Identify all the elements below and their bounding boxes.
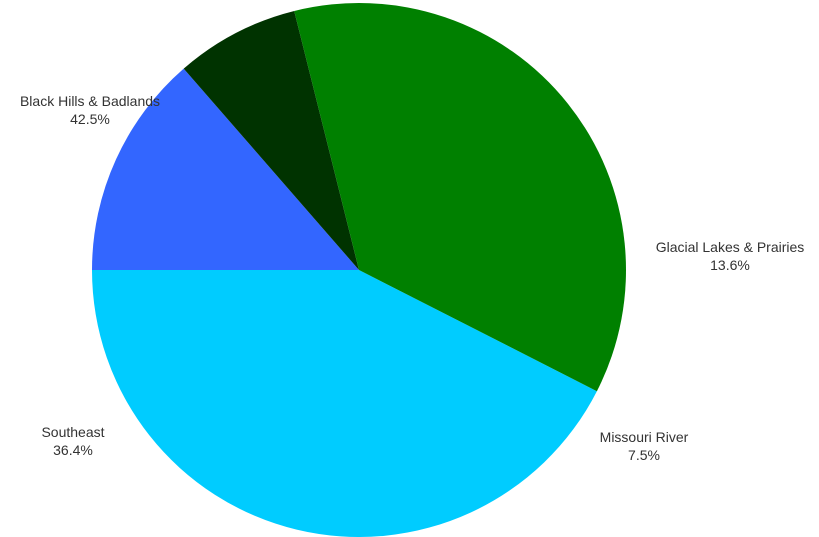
- slice-label-name: Missouri River: [600, 429, 689, 445]
- pie-slice-southeast: [294, 2, 626, 392]
- pie-slice-missouri-river: [183, 10, 359, 271]
- slice-label-percent: 36.4%: [53, 442, 93, 458]
- slice-label-percent: 13.6%: [710, 257, 750, 273]
- slice-label-name: Black Hills & Badlands: [20, 93, 160, 109]
- slice-label-percent: 7.5%: [628, 447, 660, 463]
- slice-label-name: Southeast: [41, 424, 104, 440]
- pie-labels: Black Hills & Badlands 42.5% Glacial Lakes…: [20, 93, 804, 463]
- pie-slices: [92, 2, 626, 537]
- slice-label-percent: 42.5%: [70, 111, 110, 127]
- pie-slice-black-hills-badlands: [92, 270, 597, 537]
- pie-slice-glacial-lakes-prairies: [92, 68, 359, 270]
- slice-label-name: Glacial Lakes & Prairies: [656, 239, 805, 255]
